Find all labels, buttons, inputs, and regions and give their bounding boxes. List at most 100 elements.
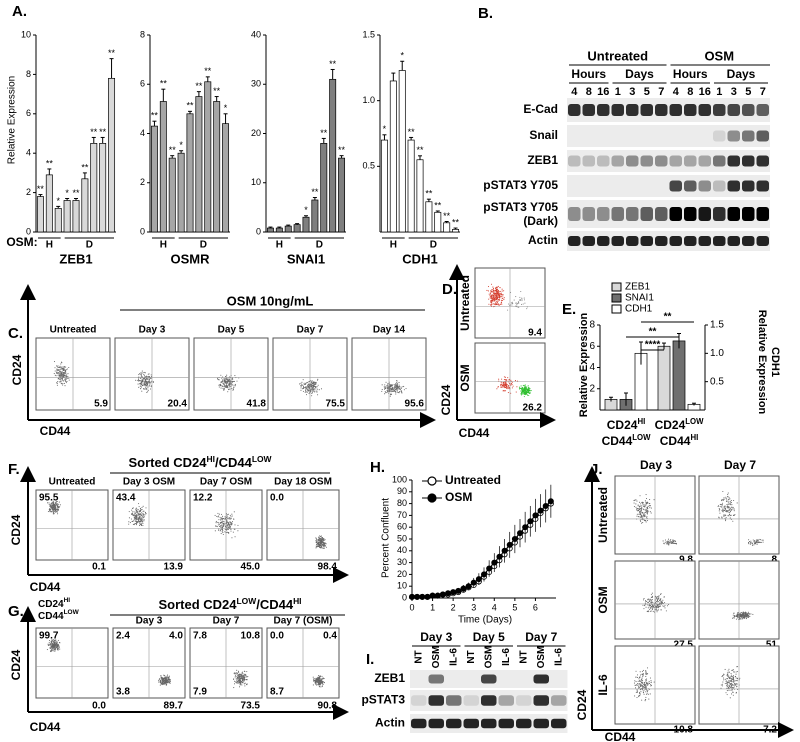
legend-label: OSM: [445, 490, 472, 504]
cell-dot: [218, 384, 220, 386]
cell-dot: [495, 299, 497, 301]
blot-band: [698, 236, 711, 246]
cell-dot: [54, 374, 56, 376]
cell-dot: [636, 500, 638, 502]
cell-dot: [140, 383, 142, 385]
cell-dot: [496, 302, 499, 304]
percentage: 95.6: [405, 399, 425, 410]
cell-dot: [146, 388, 148, 391]
y-tick-label: 10: [21, 29, 31, 39]
y-axis-label: CD24: [575, 689, 589, 720]
cell-dot: [308, 392, 310, 394]
cell-dot: [638, 509, 640, 511]
group-label: D: [430, 240, 437, 251]
cell-dot: [646, 692, 648, 694]
cell-dot: [141, 506, 143, 509]
cell-dot: [395, 393, 397, 395]
legend-swatch: [611, 304, 622, 314]
cell-dot: [651, 610, 653, 612]
percentage: 9.4: [528, 328, 542, 339]
cell-dot: [661, 601, 663, 603]
cell-dot: [639, 683, 641, 685]
blot-band: [684, 155, 697, 167]
legend-marker: [427, 493, 437, 503]
cell-dot: [302, 384, 304, 386]
bar: [380, 139, 388, 233]
cell-dot: [656, 598, 658, 600]
lane-label: IL-6: [501, 648, 512, 666]
cell-dot: [508, 303, 510, 305]
cell-dot: [141, 508, 143, 511]
cell-dot: [493, 297, 495, 299]
cell-dot: [229, 388, 231, 390]
cell-dot: [743, 611, 745, 613]
unit-label: Hours: [673, 67, 708, 81]
cell-dot: [645, 503, 647, 505]
cell-dot: [139, 510, 141, 512]
cell-dot: [658, 595, 660, 597]
cell-dot: [320, 543, 322, 545]
cell-dot: [734, 683, 736, 685]
cell-dot: [316, 386, 318, 388]
cell-dot: [231, 384, 233, 386]
data-point: [506, 541, 513, 548]
blot-band: [428, 674, 444, 684]
cell-dot: [746, 615, 748, 617]
cell-dot: [750, 613, 752, 615]
cell-dot: [494, 293, 496, 295]
cell-dot: [135, 516, 137, 519]
cell-dot: [662, 540, 664, 542]
cell-dot: [56, 648, 59, 650]
cell-dot: [644, 520, 646, 522]
blot-band: [428, 718, 444, 729]
cell-dot: [381, 389, 383, 391]
cell-dot: [223, 378, 225, 380]
cell-dot: [645, 493, 647, 496]
superscript: LOW: [632, 433, 651, 442]
cell-dot: [220, 522, 223, 524]
cell-dot: [319, 684, 322, 686]
cell-dot: [138, 386, 140, 388]
cell-dot: [639, 679, 641, 681]
cell-dot: [167, 676, 169, 678]
cell-dot: [645, 693, 648, 695]
cell-dot: [224, 380, 226, 382]
cell-dot: [231, 379, 233, 381]
cell-dot: [54, 650, 56, 652]
cell-dot: [644, 687, 646, 689]
blot-strip: [567, 175, 770, 197]
cell-dot: [491, 300, 493, 302]
blot-band: [481, 718, 497, 729]
cell-dot: [231, 513, 233, 515]
cell-dot: [142, 382, 144, 384]
header: Sorted CD24LOW/CD44HI: [158, 596, 301, 612]
cell-dot: [227, 525, 229, 527]
cell-dot: [243, 683, 245, 685]
cell-dot: [489, 297, 491, 299]
cell-dot: [643, 509, 645, 511]
bar: [54, 208, 62, 233]
significance: **: [408, 127, 416, 137]
cell-dot: [223, 520, 225, 523]
cell-dot: [728, 514, 730, 516]
cell-dot: [724, 668, 726, 671]
cell-dot: [221, 531, 223, 533]
cell-dot: [160, 682, 162, 684]
cell-dot: [635, 670, 637, 672]
cell-dot: [322, 541, 324, 543]
cell-dot: [224, 378, 226, 380]
percentage: 45.0: [241, 562, 261, 573]
cell-dot: [135, 379, 137, 381]
significance: **: [37, 184, 45, 194]
significance: **: [160, 79, 168, 89]
cell-dot: [642, 522, 644, 524]
cell-dot: [231, 521, 234, 523]
cell-dot: [137, 518, 139, 521]
cell-dot: [137, 503, 140, 505]
significance: **: [443, 211, 451, 221]
y-tick-label: 60: [397, 522, 407, 532]
cell-dot: [165, 676, 167, 678]
cell-dot: [733, 685, 735, 687]
cell-dot: [726, 694, 728, 696]
blot-band: [727, 236, 740, 246]
